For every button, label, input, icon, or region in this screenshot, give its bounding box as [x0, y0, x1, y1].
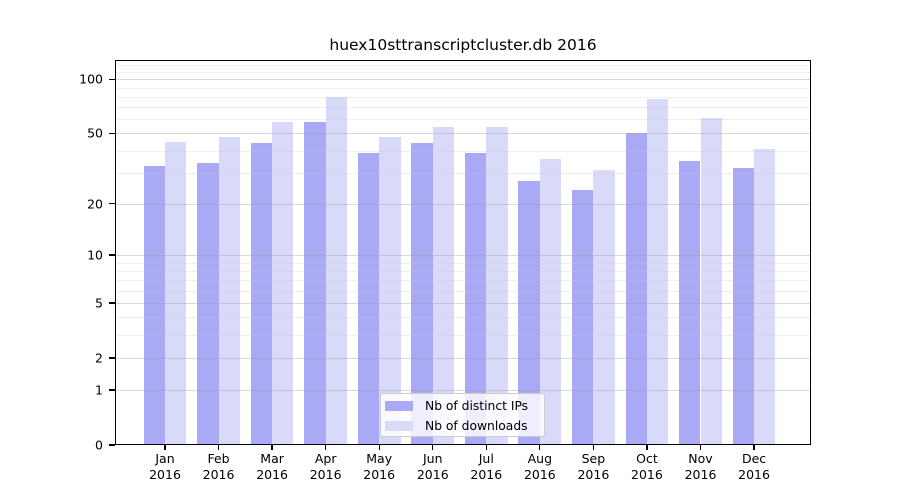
- gridline-major: [115, 79, 811, 81]
- y-tick-label: 2: [95, 350, 103, 366]
- x-tick-label: Jul 2016: [470, 451, 503, 482]
- x-tick-mark: [325, 445, 327, 450]
- legend-label: Nb of distinct IPs: [425, 399, 529, 413]
- legend-label: Nb of downloads: [425, 419, 528, 433]
- y-tick-label: 1: [95, 382, 103, 398]
- gridline-minor: [115, 119, 811, 121]
- bar-distinct-ips: [250, 143, 273, 445]
- bar-distinct-ips: [143, 165, 165, 445]
- gridline-minor: [115, 262, 811, 264]
- bar-downloads: [379, 136, 401, 445]
- bar-distinct-ips: [625, 133, 647, 445]
- bar-downloads: [754, 148, 776, 445]
- gridline-minor: [115, 64, 811, 66]
- bar-distinct-ips: [518, 180, 540, 445]
- bar-downloads: [432, 127, 455, 445]
- legend-row: Nb of distinct IPs: [385, 396, 540, 416]
- bar-distinct-ips: [464, 152, 487, 445]
- x-tick-label: Feb 2016: [202, 451, 235, 482]
- x-tick-mark: [217, 445, 220, 450]
- x-tick-label: Mar 2016: [256, 451, 288, 482]
- gridline-minor: [115, 96, 811, 98]
- y-tick-label: 50: [87, 125, 103, 141]
- x-tick-mark: [699, 445, 702, 450]
- bar-distinct-ips: [357, 152, 380, 445]
- gridline-minor: [115, 290, 811, 292]
- gridline-minor: [115, 107, 811, 109]
- y-tick-mark: [109, 389, 115, 391]
- gridline-major: [115, 303, 811, 305]
- gridline-major: [115, 357, 811, 359]
- bar-downloads: [486, 127, 508, 445]
- x-tick-mark: [164, 445, 166, 450]
- bar-distinct-ips: [197, 163, 219, 445]
- x-tick-mark: [485, 445, 487, 450]
- legend-swatch-icon: [385, 401, 413, 411]
- x-tick-label: Nov 2016: [684, 451, 717, 482]
- x-tick-label: Jan 2016: [149, 451, 181, 482]
- y-tick-mark: [109, 203, 115, 205]
- y-tick-label: 5: [95, 295, 103, 311]
- legend-row: Nb of downloads: [385, 416, 540, 436]
- gridline-minor: [115, 87, 811, 89]
- gridline-minor: [115, 150, 811, 152]
- bar-distinct-ips: [679, 161, 701, 445]
- x-tick-mark: [271, 445, 273, 450]
- gridline-minor: [115, 172, 811, 174]
- y-tick-mark: [109, 302, 115, 304]
- y-tick-mark: [109, 254, 115, 256]
- x-tick-label: Oct 2016: [631, 451, 663, 482]
- bar-downloads: [165, 141, 187, 445]
- bar-downloads: [272, 121, 294, 445]
- x-tick-label: Jun 2016: [416, 451, 449, 482]
- bar-downloads: [700, 117, 722, 445]
- x-tick-mark: [592, 445, 595, 450]
- x-tick-mark: [646, 445, 648, 450]
- bar-downloads: [593, 170, 615, 445]
- bar-downloads: [539, 158, 562, 445]
- plot-area: [115, 60, 811, 445]
- legend-swatch-icon: [385, 421, 413, 431]
- x-tick-mark: [753, 445, 755, 450]
- x-tick-mark: [432, 445, 434, 450]
- y-tick-mark: [109, 78, 115, 80]
- bar-downloads: [325, 96, 348, 445]
- y-tick-mark: [109, 357, 115, 359]
- x-tick-label: Sep 2016: [577, 451, 610, 482]
- bar-distinct-ips: [732, 167, 755, 445]
- bar-downloads: [646, 98, 669, 445]
- y-tick-label: 10: [87, 247, 103, 263]
- y-tick-label: 20: [87, 196, 103, 212]
- gridline-minor: [115, 270, 811, 272]
- chart-title: huex10sttranscriptcluster.db 2016: [329, 36, 597, 54]
- gridline-major: [115, 203, 811, 205]
- y-tick-mark: [109, 132, 115, 135]
- gridline-minor: [115, 71, 811, 73]
- x-tick-label: Dec 2016: [738, 451, 770, 482]
- bar-downloads: [218, 136, 240, 445]
- y-tick-label: 100: [79, 71, 103, 87]
- x-tick-mark: [378, 445, 380, 450]
- x-tick-label: Aug 2016: [523, 451, 556, 482]
- gridline-minor: [115, 335, 811, 337]
- bar-distinct-ips: [572, 189, 594, 445]
- x-tick-mark: [539, 445, 541, 450]
- gridline-minor: [115, 280, 811, 282]
- y-tick-mark: [109, 444, 115, 446]
- bar-distinct-ips: [304, 121, 326, 445]
- y-tick-label: 0: [95, 437, 103, 453]
- gridline-major: [115, 390, 811, 392]
- bar-distinct-ips: [411, 143, 433, 445]
- x-tick-label: May 2016: [363, 451, 396, 482]
- gridline-major: [115, 254, 811, 256]
- gridline-minor: [115, 317, 811, 319]
- x-tick-label: Apr 2016: [309, 451, 342, 482]
- legend: Nb of distinct IPs Nb of downloads: [380, 393, 545, 437]
- gridline-major: [115, 133, 811, 135]
